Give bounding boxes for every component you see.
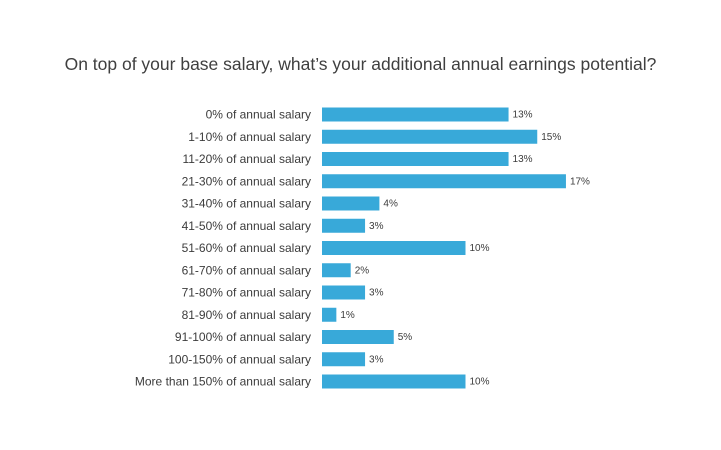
- bar: [322, 129, 538, 144]
- bar: [322, 174, 566, 189]
- category-label: 41-50% of annual salary: [182, 219, 311, 233]
- bar: [322, 330, 394, 344]
- bar: [322, 307, 337, 322]
- bar: [322, 152, 509, 166]
- bar: [322, 352, 366, 367]
- value-label: 17%: [570, 176, 590, 187]
- category-label: 31-40% of annual salary: [182, 197, 311, 211]
- value-label: 13%: [513, 110, 533, 121]
- value-label: 4%: [383, 199, 398, 210]
- category-label: More than 150% of annual salary: [135, 375, 311, 389]
- category-label: 1-10% of annual salary: [188, 130, 311, 144]
- bar: [322, 263, 351, 278]
- value-label: 3%: [369, 288, 384, 299]
- value-label: 15%: [541, 132, 561, 143]
- category-label: 51-60% of annual salary: [182, 241, 311, 255]
- bar: [322, 285, 366, 300]
- bar: [322, 107, 509, 122]
- category-label: 71-80% of annual salary: [182, 286, 311, 300]
- category-label: 0% of annual salary: [206, 108, 311, 122]
- value-label: 3%: [369, 354, 384, 365]
- chart-title: On top of your base salary, what’s your …: [64, 54, 657, 74]
- value-label: 10%: [470, 243, 490, 254]
- category-label: 61-70% of annual salary: [182, 263, 311, 277]
- value-label: 13%: [513, 154, 533, 165]
- bar: [322, 241, 466, 255]
- bar: [322, 218, 366, 233]
- category-label: 11-20% of annual salary: [182, 152, 311, 166]
- category-label: 81-90% of annual salary: [182, 308, 311, 322]
- value-label: 1%: [340, 310, 355, 321]
- bar: [322, 196, 380, 211]
- bar: [322, 374, 466, 389]
- value-label: 2%: [355, 265, 370, 276]
- category-label: 21-30% of annual salary: [182, 174, 311, 188]
- value-label: 3%: [369, 221, 384, 232]
- category-label: 91-100% of annual salary: [175, 330, 311, 344]
- value-label: 5%: [398, 332, 413, 343]
- category-label: 100-150% of annual salary: [168, 352, 311, 366]
- value-label: 10%: [470, 377, 490, 388]
